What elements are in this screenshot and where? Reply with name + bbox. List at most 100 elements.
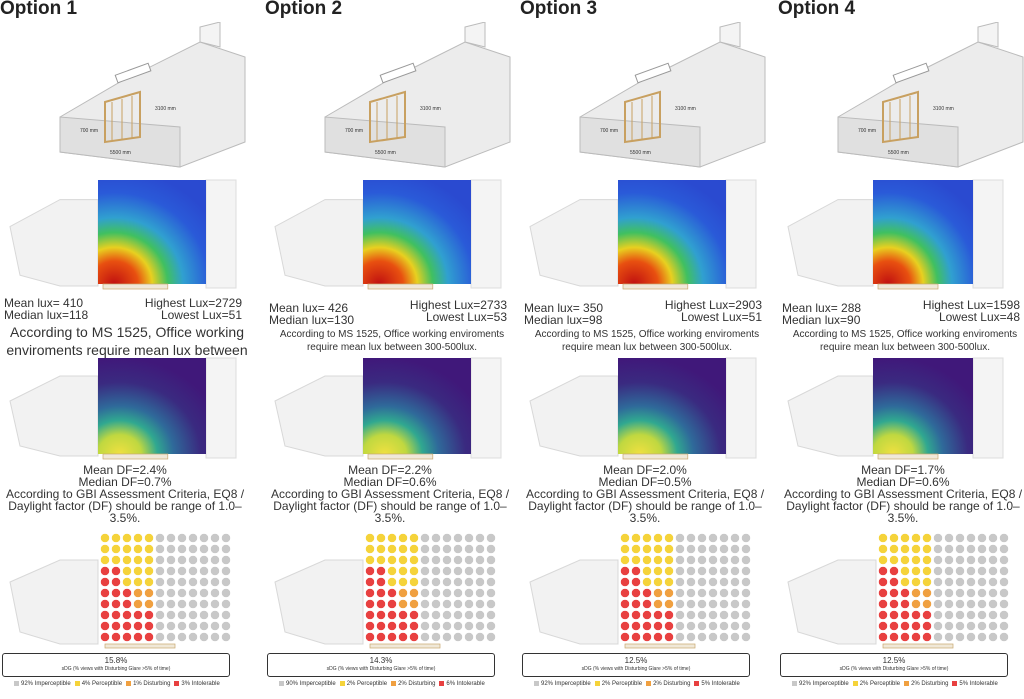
legend-perceptible: 2% Perceptible [346,681,388,687]
glare-rose [387,533,397,543]
glare-rose [111,577,121,587]
glare-rose [453,588,463,598]
glare-rose [878,533,888,543]
depth-dimension: 700 mm [345,128,363,134]
glare-rose [177,621,187,631]
glare-rose [889,555,899,565]
glare-rose [376,544,386,554]
glare-rose [177,610,187,620]
glare-rose [409,610,419,620]
glare-rose [431,621,441,631]
glare-rose [900,533,910,543]
glare-rose [144,577,154,587]
glare-legend: 92% Imperceptible 2% Perceptible 2% Distur… [788,681,998,687]
glare-rose [977,566,987,576]
option-title: Option 1 [0,0,78,19]
glare-rose [922,555,932,565]
glare-rose-grid [274,533,496,649]
glare-rose [719,577,729,587]
glare-rose [730,566,740,576]
daylight-factor-results: Mean DF=2.4% Median DF=0.7% According to… [0,464,250,524]
glare-rose [199,544,209,554]
glare-rose [653,544,663,554]
glare-rose [221,621,231,631]
glare-rose [155,588,165,598]
glare-rose [221,588,231,598]
glare-rose [900,610,910,620]
glare-rose [188,544,198,554]
glare-rose [999,588,1009,598]
glare-rose [642,588,652,598]
glare-rose [453,610,463,620]
lux-heatmap [98,180,206,284]
glare-rose [133,555,143,565]
glare-rose [365,632,375,642]
highest-lux: Highest Lux=2903 [664,298,762,312]
glare-rose [420,544,430,554]
median-df: Median DF=0.5% [598,475,692,489]
glare-rose [210,577,220,587]
glare-rose [221,610,231,620]
glare-rose [999,632,1009,642]
glare-rose [653,599,663,609]
lux-floor-plan [274,179,502,290]
glare-rose [977,632,987,642]
glare-rose [955,599,965,609]
glare-rose [100,621,110,631]
glare-rose [387,632,397,642]
glare-rose [111,621,121,631]
glare-rose [642,610,652,620]
glare-rose [155,566,165,576]
glare-rose [475,566,485,576]
option-column: Option 3 3100 mm 700 mm 5500 mm Highest … [520,0,770,699]
glare-rose [210,610,220,620]
highest-lux: Highest Lux=2729 [144,296,242,310]
glare-rose [199,610,209,620]
glare-rose [398,577,408,587]
glare-rose [221,577,231,587]
glare-rose [719,533,729,543]
glare-rose [933,544,943,554]
glare-rose [944,588,954,598]
3d-room-model: 3100 mm 700 mm 5500 mm [579,22,766,168]
glare-rose [730,555,740,565]
glare-rose [464,544,474,554]
glare-rose [442,632,452,642]
glare-rose [365,566,375,576]
glare-rose [376,599,386,609]
glare-rose [100,566,110,576]
width-dimension: 5500 mm [630,150,651,156]
glare-rose [420,533,430,543]
option-title: Option 3 [520,0,598,19]
glare-rose [911,577,921,587]
glare-rose [900,588,910,598]
glare-rose [166,555,176,565]
glare-rose [664,566,674,576]
glare-rose [122,544,132,554]
glare-rose [486,544,496,554]
glare-rose [933,599,943,609]
glare-rose [675,588,685,598]
glare-rose [620,599,630,609]
df-floor-plan [274,357,502,460]
glare-rose [999,610,1009,620]
glare-rose [155,621,165,631]
glare-rose [420,632,430,642]
option-column: Option 1 3100 mm 700 mm 5500 mm Highest … [0,0,250,699]
glare-rose [409,533,419,543]
glare-rose [966,632,976,642]
lux-results: Highest Lux=2729 Lowest Lux=51 Mean lux=… [4,297,250,359]
glare-rose [475,632,485,642]
glare-rose [144,555,154,565]
glare-rose [697,533,707,543]
lux-standard-note: According to MS 1525, Office working env… [534,329,760,353]
glare-rose [177,555,187,565]
glare-rose [911,610,921,620]
glare-rose [730,577,740,587]
legend-swatch-perceptible [339,681,345,686]
glare-rose [177,588,187,598]
glare-rose [111,555,121,565]
glare-rose [166,577,176,587]
glare-rose [155,544,165,554]
glare-rose [966,577,976,587]
